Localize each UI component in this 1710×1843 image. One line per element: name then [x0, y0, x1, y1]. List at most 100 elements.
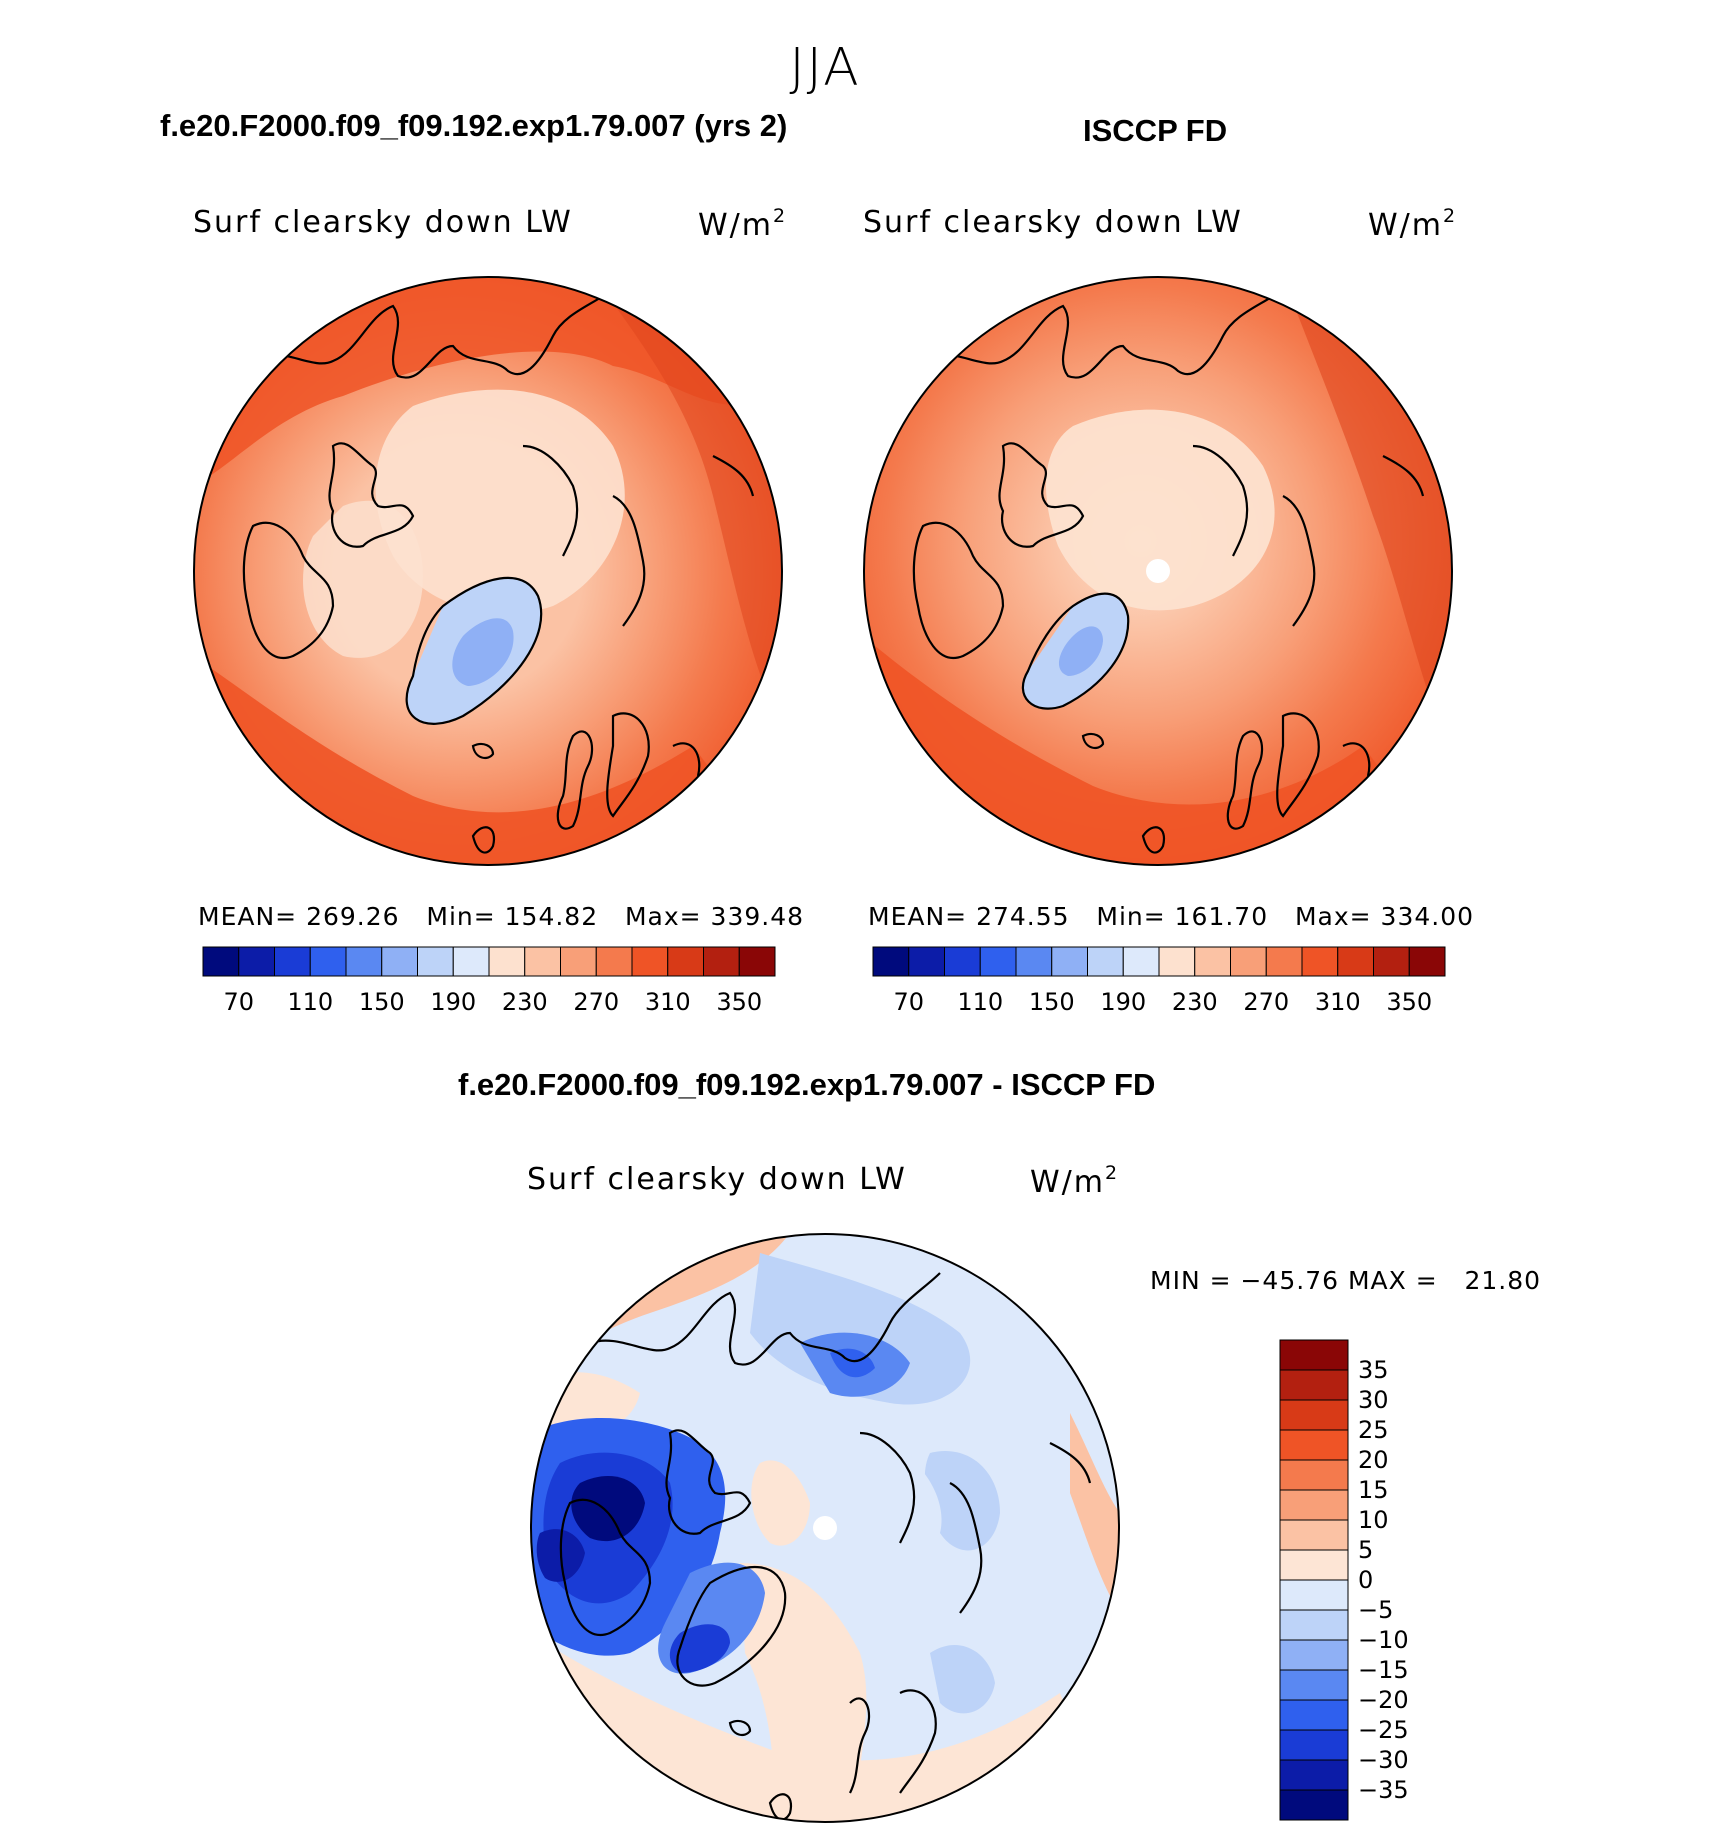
model-colorbar-tick-label: 110 — [287, 988, 334, 1016]
model-colorbar-swatch — [631, 946, 669, 977]
obs-colorbar-swatch — [1230, 946, 1267, 977]
diff-colorbar-swatch — [1279, 1699, 1349, 1731]
diff-colorbar-tick-label: −35 — [1358, 1776, 1409, 1804]
obs-panel-title: ISCCP FD — [1083, 113, 1228, 148]
obs-colorbar-tick-label: 190 — [1100, 988, 1147, 1016]
obs-colorbar-swatch — [1158, 946, 1196, 977]
model-units-label: W/m2 — [698, 205, 786, 243]
model-colorbar-swatch — [524, 946, 561, 977]
model-colorbar-swatch — [703, 946, 740, 977]
obs-colorbar-swatch — [1087, 946, 1124, 977]
obs-colorbar-tick-label: 70 — [893, 988, 925, 1016]
obs-colorbar — [872, 946, 1446, 977]
obs-colorbar-tick-label: 150 — [1028, 988, 1075, 1016]
model-colorbar-tick-label: 150 — [358, 988, 405, 1016]
diff-colorbar — [1279, 1339, 1349, 1821]
diff-colorbar-swatch — [1279, 1669, 1349, 1701]
diff-colorbar-tick-label: 5 — [1358, 1536, 1374, 1564]
diff-colorbar-swatch — [1279, 1339, 1349, 1371]
obs-colorbar-swatch — [1301, 946, 1339, 977]
obs-colorbar-swatch — [1265, 946, 1303, 977]
season-title: JJA — [789, 38, 861, 98]
model-colorbar-swatch — [595, 946, 633, 977]
model-colorbar-ticks: 70 110 150 190 230 270 310 350 — [203, 988, 775, 1018]
diff-colorbar-swatch — [1279, 1519, 1349, 1551]
obs-colorbar-tick-label: 270 — [1243, 988, 1290, 1016]
model-colorbar-swatch — [309, 946, 347, 977]
obs-colorbar-swatch — [1122, 946, 1160, 977]
diff-colorbar-tick-label: −30 — [1358, 1746, 1409, 1774]
model-colorbar-tick-label: 350 — [716, 988, 763, 1016]
diff-colorbar-tick-label: −5 — [1358, 1596, 1394, 1624]
model-colorbar-swatch — [274, 946, 311, 977]
model-colorbar-swatch — [345, 946, 383, 977]
diff-colorbar-swatch — [1279, 1369, 1349, 1401]
obs-colorbar-swatch — [979, 946, 1017, 977]
model-colorbar — [202, 946, 776, 977]
diff-units-label: W/m2 — [1030, 1162, 1118, 1200]
model-colorbar-swatch — [488, 946, 526, 977]
diff-colorbar-swatch — [1279, 1639, 1349, 1671]
diff-minmax: MIN = −45.76 MAX = 21.80 — [1150, 1266, 1542, 1295]
model-colorbar-swatch — [381, 946, 418, 977]
diff-colorbar-tick-label: 20 — [1358, 1446, 1389, 1474]
obs-colorbar-swatch — [1015, 946, 1053, 977]
obs-colorbar-tick-label: 230 — [1171, 988, 1218, 1016]
obs-colorbar-ticks: 70 110 150 190 230 270 310 350 — [873, 988, 1445, 1018]
obs-colorbar-tick-label: 350 — [1386, 988, 1433, 1016]
obs-variable-label: Surf clearsky down LW — [863, 205, 1243, 240]
model-colorbar-swatch — [238, 946, 275, 977]
obs-colorbar-swatch — [872, 946, 910, 977]
obs-colorbar-swatch — [944, 946, 981, 977]
diff-colorbar-tick-label: −10 — [1358, 1626, 1409, 1654]
diff-panel-title: f.e20.F2000.f09_f09.192.exp1.79.007 - IS… — [458, 1067, 1156, 1102]
diff-colorbar-swatch — [1279, 1759, 1349, 1791]
obs-colorbar-tick-label: 110 — [957, 988, 1004, 1016]
obs-stats: MEAN= 274.55 Min= 161.70 Max= 334.00 — [868, 902, 1475, 931]
obs-map — [863, 276, 1453, 866]
model-colorbar-tick-label: 190 — [430, 988, 477, 1016]
diff-colorbar-tick-label: −20 — [1358, 1686, 1409, 1714]
model-colorbar-swatch — [452, 946, 490, 977]
model-colorbar-swatch — [667, 946, 704, 977]
model-colorbar-tick-label: 230 — [501, 988, 548, 1016]
obs-colorbar-swatch — [1194, 946, 1231, 977]
model-colorbar-swatch — [560, 946, 597, 977]
obs-colorbar-swatch — [1337, 946, 1374, 977]
obs-colorbar-swatch — [1373, 946, 1410, 977]
model-colorbar-swatch — [202, 946, 240, 977]
model-colorbar-tick-label: 70 — [223, 988, 255, 1016]
obs-colorbar-swatch — [1051, 946, 1088, 977]
diff-colorbar-swatch — [1279, 1549, 1349, 1581]
model-variable-label: Surf clearsky down LW — [193, 205, 573, 240]
model-colorbar-swatch — [738, 946, 776, 977]
obs-units-label: W/m2 — [1368, 205, 1456, 243]
diff-map — [530, 1233, 1120, 1823]
diff-colorbar-tick-label: −15 — [1358, 1656, 1409, 1684]
diff-colorbar-tick-label: 15 — [1358, 1476, 1389, 1504]
diff-colorbar-swatch — [1279, 1489, 1349, 1521]
diff-colorbar-tick-label: 35 — [1358, 1356, 1389, 1384]
obs-colorbar-tick-label: 310 — [1314, 988, 1361, 1016]
diff-colorbar-ticks: 35 30 25 20 15 10 5 0 −5 −10 −15 −20 −25 −30 −35 — [1358, 1340, 1478, 1820]
diff-colorbar-tick-label: 0 — [1358, 1566, 1374, 1594]
model-panel-title: f.e20.F2000.f09_f09.192.exp1.79.007 (yrs… — [160, 108, 788, 143]
model-stats: MEAN= 269.26 Min= 154.82 Max= 339.48 — [198, 902, 805, 931]
model-colorbar-swatch — [417, 946, 454, 977]
model-colorbar-tick-label: 310 — [644, 988, 691, 1016]
obs-colorbar-swatch — [1408, 946, 1446, 977]
diff-colorbar-swatch — [1279, 1729, 1349, 1761]
diff-colorbar-swatch — [1279, 1399, 1349, 1431]
diff-variable-label: Surf clearsky down LW — [527, 1162, 907, 1197]
diff-colorbar-tick-label: 10 — [1358, 1506, 1389, 1534]
diff-colorbar-swatch — [1279, 1579, 1349, 1611]
diff-colorbar-tick-label: −25 — [1358, 1716, 1409, 1744]
diff-colorbar-tick-label: 30 — [1358, 1386, 1389, 1414]
diff-colorbar-swatch — [1279, 1609, 1349, 1641]
diff-colorbar-tick-label: 25 — [1358, 1416, 1389, 1444]
model-colorbar-tick-label: 270 — [573, 988, 620, 1016]
diff-colorbar-swatch — [1279, 1459, 1349, 1491]
diff-colorbar-swatch — [1279, 1429, 1349, 1461]
diff-colorbar-swatch — [1279, 1789, 1349, 1821]
model-map — [193, 276, 783, 866]
